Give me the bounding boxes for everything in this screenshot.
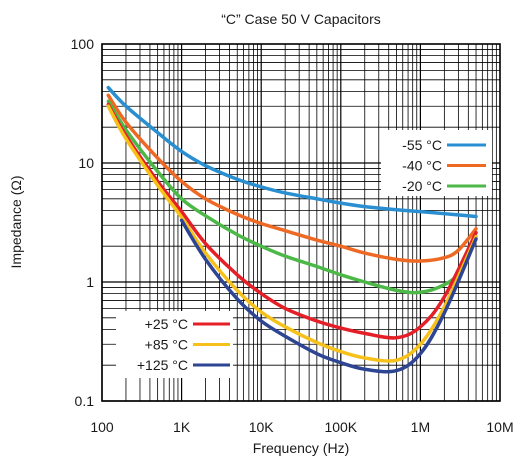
x-axis-title: Frequency (Hz) [253, 440, 349, 456]
x-tick-label: 1K [173, 419, 191, 435]
y-tick-label: 0.1 [75, 393, 95, 409]
series-line-minus55c [106, 85, 478, 219]
series-line-plus85c [106, 104, 478, 363]
series-group [106, 85, 478, 374]
legend-cold: -55 °C -40 °C -20 °C [381, 130, 492, 196]
y-tick-label: 100 [71, 36, 95, 52]
series-line-minus20c [106, 99, 478, 295]
legend-label: -20 °C [402, 178, 442, 194]
y-tick-label: 1 [86, 274, 94, 290]
series-line-plus25c [106, 102, 478, 340]
x-tick-label: 100 [90, 419, 114, 435]
plot-frame [101, 43, 501, 402]
tick-labels: 100 1K 10K 100K 1M 10M 0.1 1 10 100 [71, 36, 514, 435]
chart-title: “C” Case 50 V Capacitors [221, 11, 381, 27]
legend-label: +85 °C [145, 337, 188, 353]
legend-label: -40 °C [402, 158, 442, 174]
x-tick-label: 10M [486, 419, 513, 435]
y-tick-label: 10 [78, 155, 94, 171]
series-line-plus125c [179, 218, 478, 374]
x-tick-label: 100K [324, 419, 357, 435]
y-axis-title: Impedance (Ω) [8, 176, 24, 269]
legend-hot: +25 °C +85 °C +125 °C [116, 311, 233, 378]
legend-label: +25 °C [145, 316, 188, 332]
x-tick-label: 10K [249, 419, 275, 435]
legend-label: -55 °C [402, 137, 442, 153]
x-tick-label: 1M [411, 419, 430, 435]
legend-label: +125 °C [137, 357, 188, 373]
series-line-minus40c [106, 93, 478, 263]
